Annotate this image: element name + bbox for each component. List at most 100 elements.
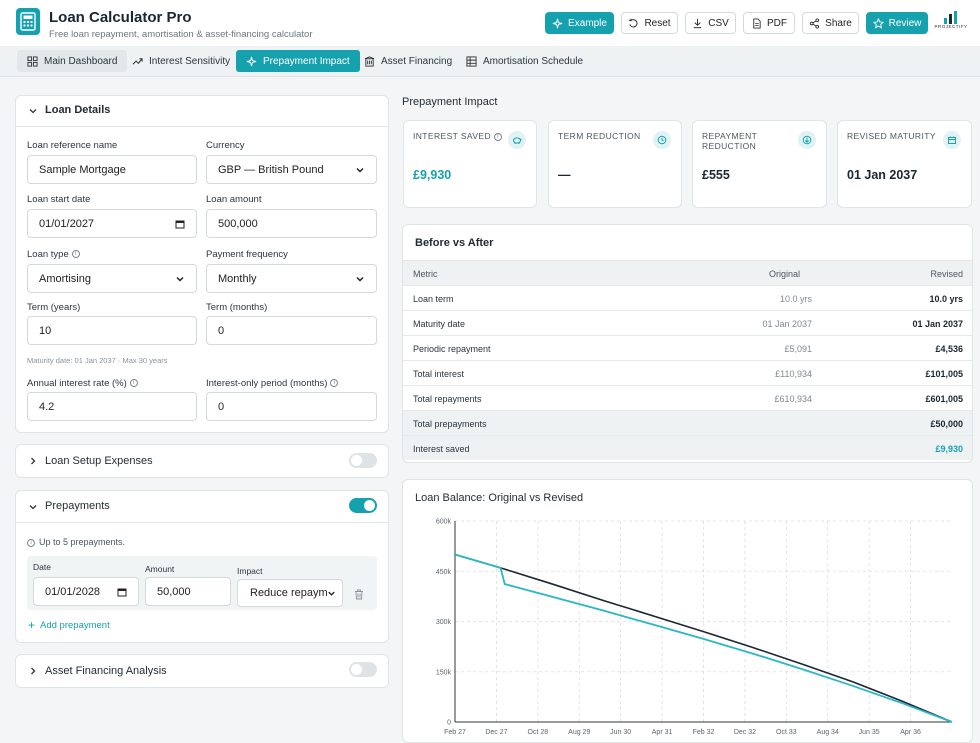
trash-icon[interactable] [354, 589, 364, 600]
metric-cell: Interest saved [413, 444, 470, 454]
prepayments-hint-text: Up to 5 prepayments. [39, 537, 126, 547]
prepayment-impact-value: Reduce repayme [250, 587, 327, 599]
info-icon[interactable]: i [494, 132, 503, 141]
table-row: Maturity date 01 Jan 2037 01 Jan 2037 [403, 310, 972, 335]
calendar-icon [943, 131, 961, 149]
tab-asset-financing[interactable]: Asset Financing [354, 50, 462, 72]
revised-cell: £9,930 [935, 444, 963, 454]
pdf-button[interactable]: PDF [743, 12, 795, 34]
reset-button[interactable]: Reset [621, 12, 678, 34]
prepayment-amount-label: Amount [145, 564, 175, 574]
chart-title: Loan Balance: Original vs Revised [415, 492, 584, 504]
share-button[interactable]: Share [802, 12, 859, 34]
example-button[interactable]: Example [545, 12, 614, 34]
clock-icon [653, 131, 671, 149]
revised-cell: £601,005 [925, 394, 963, 404]
trending-up-icon [132, 57, 143, 65]
tab-label: Interest Sensitivity [149, 55, 231, 67]
review-button-label: Review [888, 17, 922, 29]
tab-amortisation-schedule[interactable]: Amortisation Schedule [456, 50, 593, 72]
currency-select[interactable]: GBP — British Pound [206, 155, 377, 184]
chevron-down-icon [356, 276, 364, 282]
term-months-input[interactable]: 0 [206, 316, 377, 345]
x-tick-label: Apr 31 [652, 729, 673, 736]
frequency-select[interactable]: Monthly [206, 264, 377, 293]
rate-input[interactable]: 4.2 [27, 392, 197, 421]
prepayment-date-label: Date [33, 562, 51, 572]
term-years-input[interactable]: 10 [27, 316, 197, 345]
term-years-value: 10 [39, 324, 52, 337]
download-icon [694, 18, 702, 28]
tab-prepayment-impact[interactable]: Prepayment Impact [236, 50, 360, 72]
csv-button[interactable]: CSV [685, 12, 736, 34]
asset-financing-toggle[interactable] [349, 662, 377, 677]
io-period-input[interactable]: 0 [206, 392, 377, 421]
chevron-down-icon [356, 167, 364, 173]
term-months-label: Term (months) [206, 302, 268, 313]
brand-name: PROJECTIFY [934, 24, 968, 29]
sparkle-icon [246, 56, 257, 66]
reference-input[interactable]: Sample Mortgage [27, 155, 197, 184]
chevron-down-icon [176, 276, 184, 282]
example-button-label: Example [568, 17, 607, 29]
loan-type-label: Loan type i [27, 249, 80, 260]
rate-value: 4.2 [39, 400, 55, 413]
prepayment-amount-input[interactable]: 50,000 [145, 577, 231, 606]
original-cell: 10.0 yrs [779, 294, 812, 304]
original-cell: £610,934 [774, 394, 812, 404]
asset-financing-card[interactable] [15, 654, 389, 688]
info-icon[interactable]: i [330, 379, 339, 388]
table-row: Total repayments £610,934 £601,005 [403, 385, 972, 410]
stat-value: £555 [702, 168, 730, 182]
revised-cell: £50,000 [930, 419, 963, 429]
tab-label: Prepayment Impact [263, 55, 350, 67]
loan-type-select[interactable]: Amortising [27, 264, 197, 293]
original-cell: 01 Jan 2037 [762, 319, 812, 329]
start-date-value: 01/01/2027 [39, 217, 95, 230]
metric-cell: Loan term [413, 294, 454, 304]
prepayment-impact-select[interactable]: Reduce repayme [237, 579, 343, 607]
calculator-logo-icon [16, 8, 40, 35]
column-header: Revised [930, 269, 963, 279]
metric-cell: Total interest [413, 369, 465, 379]
add-prepayment-button[interactable]: + Add prepayment [28, 618, 110, 632]
tab-interest-sensitivity[interactable]: Interest Sensitivity [122, 50, 240, 72]
tab-main-dashboard[interactable]: Main Dashboard [17, 50, 128, 72]
piggy-bank-icon [508, 131, 526, 149]
review-button[interactable]: Review [866, 12, 928, 34]
chevron-right-icon[interactable] [28, 666, 38, 676]
rate-label-text: Annual interest rate (%) [27, 378, 127, 389]
table-row: Loan term 10.0 yrs 10.0 yrs [403, 285, 972, 310]
amount-value: 500,000 [218, 217, 258, 230]
y-tick-label: 450k [436, 569, 452, 576]
chevron-down-icon[interactable] [28, 106, 38, 116]
stat-card-term-reduction: Term reduction — [548, 120, 682, 208]
calendar-icon[interactable] [175, 219, 185, 229]
asset-financing-title: Asset Financing Analysis [45, 665, 167, 677]
summary-row: Interest saved £9,930 [403, 435, 972, 460]
amount-input[interactable]: 500,000 [206, 209, 377, 238]
stat-value: — [558, 168, 571, 182]
reference-value: Sample Mortgage [39, 163, 126, 176]
prepayments-toggle[interactable] [349, 498, 377, 513]
tab-bar [0, 46, 980, 76]
plus-icon: + [28, 618, 36, 632]
chevron-right-icon[interactable] [28, 456, 38, 466]
info-icon[interactable]: i [129, 379, 138, 388]
setup-expenses-toggle[interactable] [349, 453, 377, 468]
column-header: Metric [413, 269, 438, 279]
tab-label: Main Dashboard [44, 55, 118, 67]
chevron-down-icon[interactable] [28, 502, 38, 512]
stat-value: £9,930 [413, 168, 452, 182]
start-date-input[interactable]: 01/01/2027 [27, 209, 197, 238]
stat-label-text: Interest saved [413, 131, 492, 141]
x-tick-label: Aug 34 [817, 729, 839, 736]
setup-expenses-card[interactable] [15, 444, 389, 478]
prepayments-title: Prepayments [45, 500, 110, 512]
add-prepayment-label: Add prepayment [40, 620, 110, 631]
original-cell: £110,934 [775, 369, 812, 379]
prepayment-date-input[interactable]: 01/01/2028 [33, 577, 139, 606]
calendar-icon[interactable] [117, 587, 127, 597]
prepayment-impact-label: Impact [237, 566, 263, 576]
info-icon[interactable]: i [71, 250, 80, 259]
